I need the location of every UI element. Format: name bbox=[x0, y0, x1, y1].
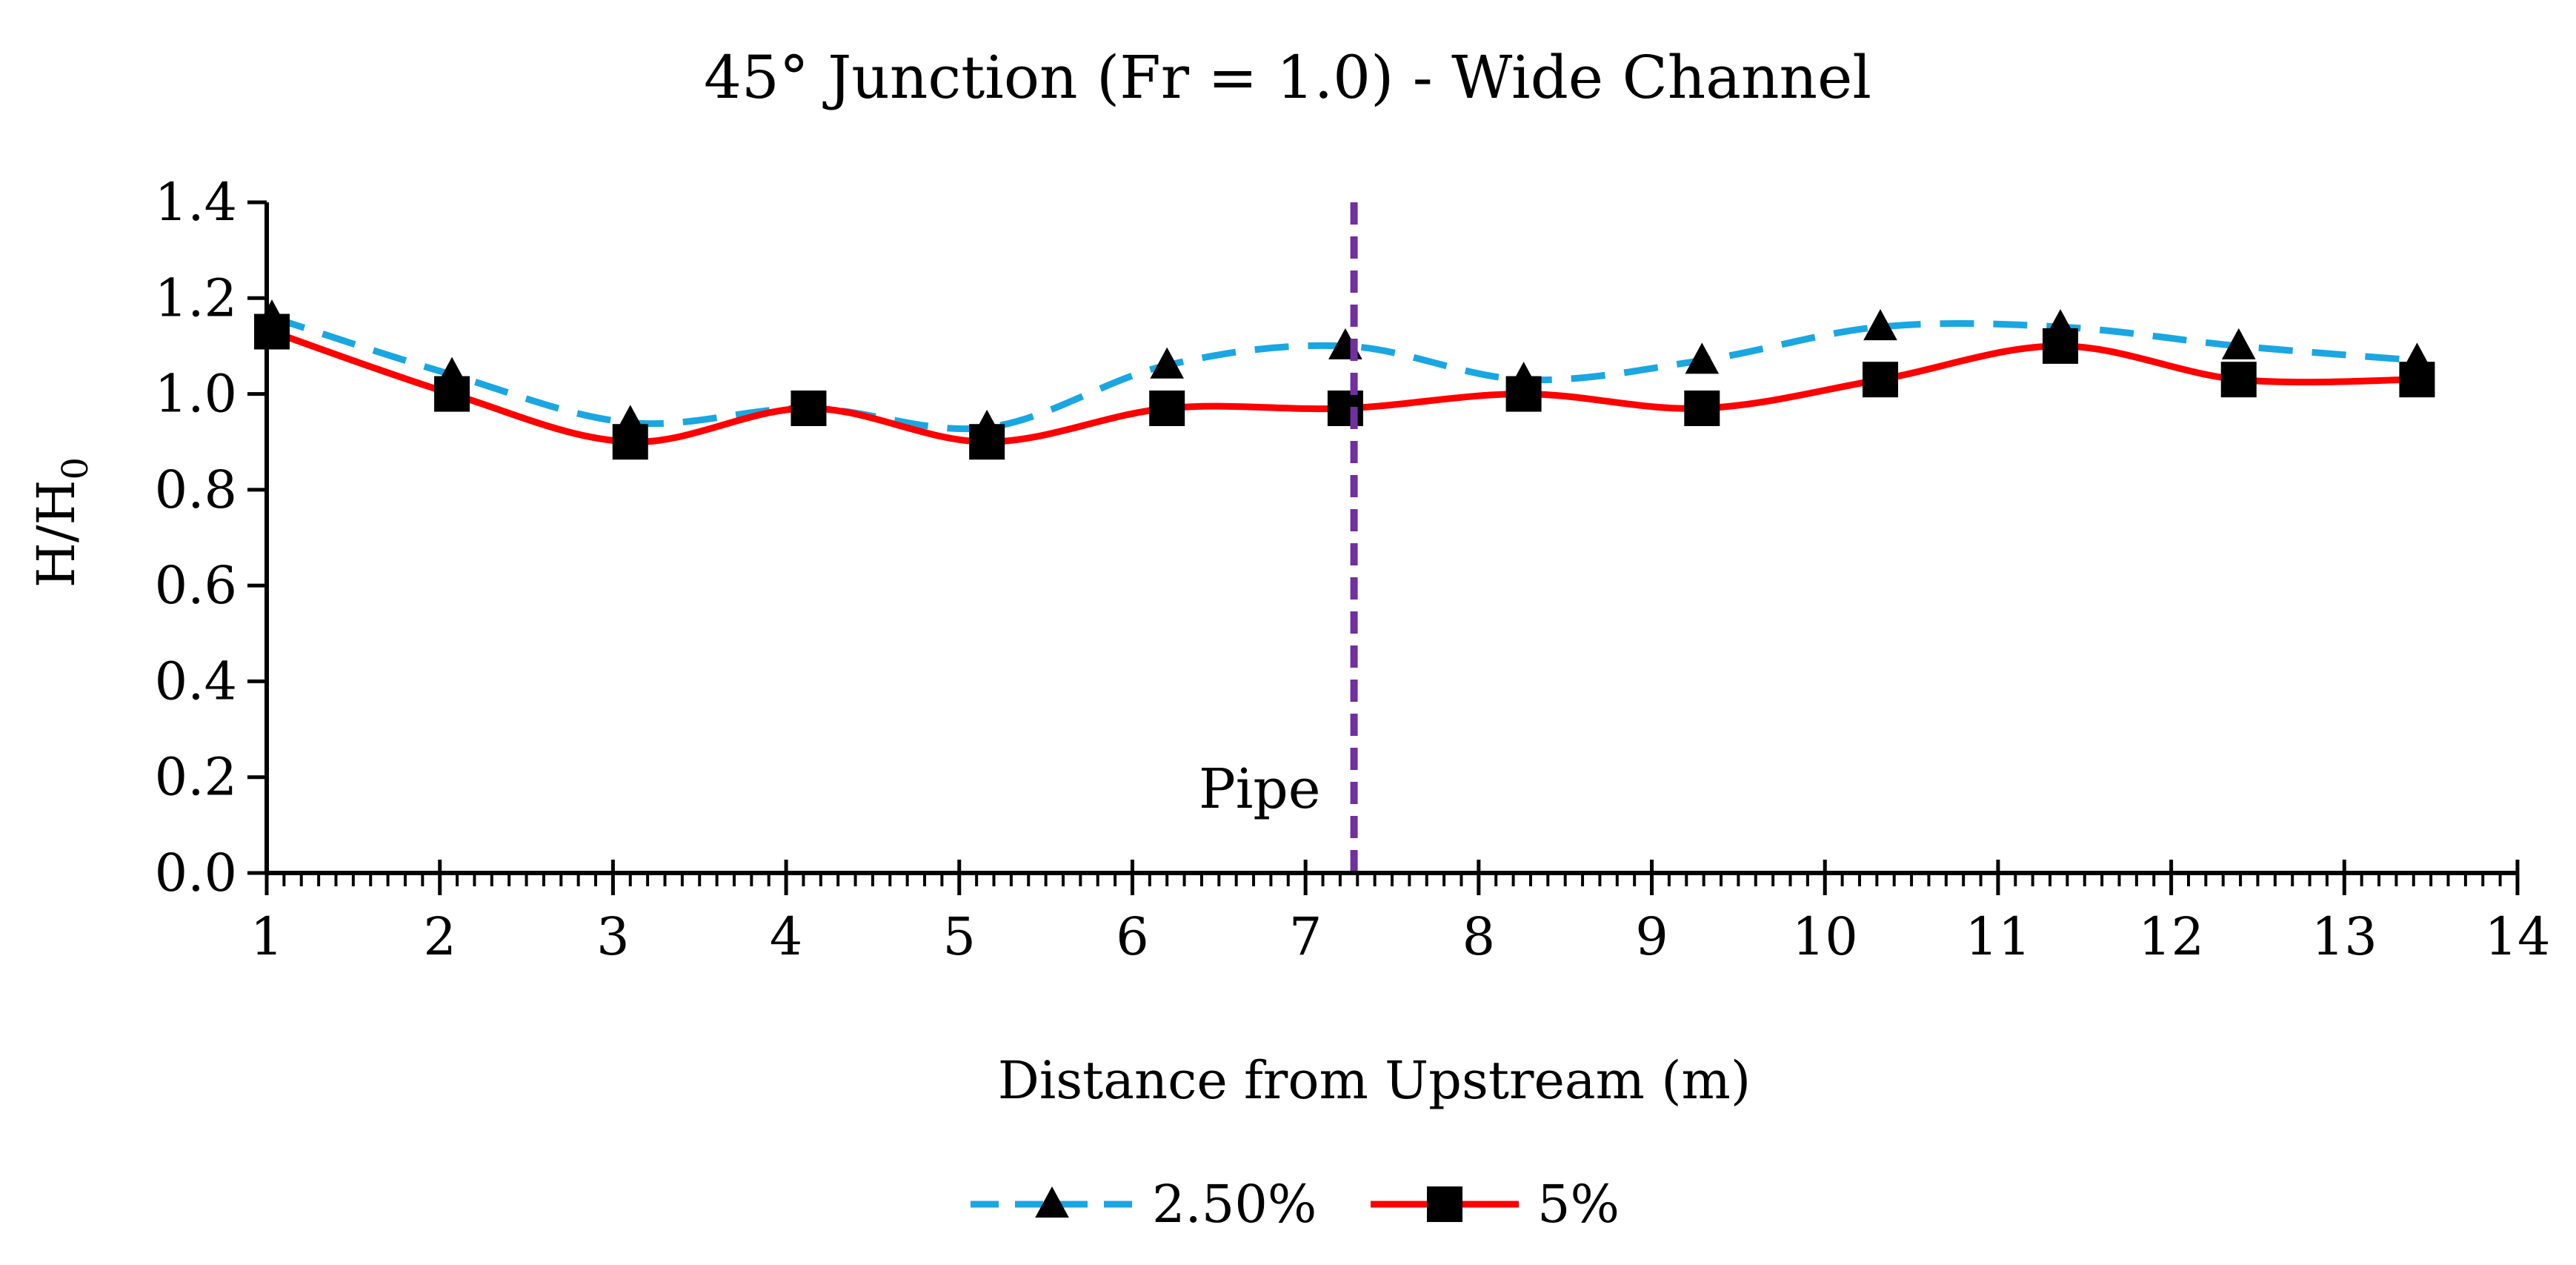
y-axis-title: H/H0 bbox=[26, 457, 96, 588]
data-point bbox=[791, 390, 827, 426]
y-tick-label: 0.4 bbox=[155, 651, 237, 711]
legend-label: 2.50% bbox=[1152, 1174, 1317, 1235]
data-point bbox=[1684, 390, 1720, 426]
data-point bbox=[969, 424, 1005, 460]
legend-label: 5% bbox=[1537, 1174, 1620, 1235]
x-tick-label: 2 bbox=[423, 906, 456, 967]
y-axis-title-group: H/H0 bbox=[26, 457, 96, 588]
data-point bbox=[1149, 390, 1185, 426]
y-tick-label: 1.0 bbox=[155, 364, 237, 425]
x-tick-label: 3 bbox=[596, 906, 630, 967]
legend-item-dashed-blue: 2.50% bbox=[971, 1174, 1317, 1235]
y-tick-label: 0.0 bbox=[155, 843, 237, 903]
x-tick-label: 4 bbox=[770, 906, 803, 967]
data-point bbox=[1327, 390, 1363, 426]
y-tick-label: 1.2 bbox=[155, 268, 237, 328]
data-point bbox=[1505, 376, 1542, 412]
series-solid-red bbox=[254, 313, 2435, 460]
x-tick-label: 11 bbox=[1965, 906, 2031, 967]
data-point bbox=[2399, 362, 2435, 398]
plot-area: Pipe bbox=[254, 202, 2435, 873]
y-axis-title-subscript: 0 bbox=[55, 457, 96, 480]
y-axis-title-main: H/H bbox=[26, 479, 87, 588]
data-point bbox=[1150, 347, 1184, 379]
legend-swatch-marker bbox=[1427, 1186, 1462, 1222]
legend: 2.50% 5% bbox=[971, 1174, 1620, 1235]
x-tick-label: 10 bbox=[1792, 906, 1858, 967]
x-tick-label: 1 bbox=[250, 906, 284, 967]
x-tick-label: 13 bbox=[2312, 906, 2377, 967]
data-point bbox=[254, 313, 290, 350]
data-point bbox=[1685, 342, 1720, 374]
data-point bbox=[2043, 328, 2079, 364]
legend-item-solid-red: 5% bbox=[1371, 1174, 1620, 1235]
x-tick-label: 12 bbox=[2138, 906, 2204, 967]
x-tick-label: 9 bbox=[1635, 906, 1668, 967]
y-tick-label: 0.2 bbox=[155, 747, 237, 808]
data-point bbox=[1863, 362, 1899, 398]
x-axis-title: Distance from Upstream (m) bbox=[998, 1050, 1751, 1111]
data-point bbox=[2220, 362, 2257, 398]
data-point bbox=[2221, 328, 2256, 359]
x-tick-label: 8 bbox=[1462, 906, 1496, 967]
data-point bbox=[1863, 309, 1897, 341]
x-tick-label: 14 bbox=[2484, 906, 2550, 967]
pipe-label: Pipe bbox=[1199, 757, 1321, 821]
data-point bbox=[434, 376, 470, 412]
data-point bbox=[612, 424, 648, 460]
x-tick-label: 7 bbox=[1289, 906, 1322, 967]
x-tick-label: 6 bbox=[1116, 906, 1149, 967]
chart-title: 45° Junction (Fr = 1.0) - Wide Channel bbox=[704, 43, 1871, 112]
y-tick-label: 1.4 bbox=[155, 172, 237, 233]
legend-swatch-marker bbox=[1035, 1186, 1069, 1218]
y-tick-label: 0.6 bbox=[155, 555, 237, 616]
axes: 0.00.20.40.60.81.01.21.41 2 3 4 5 6 7 8 9 10 11 12 1… bbox=[155, 172, 2551, 967]
y-tick-label: 0.8 bbox=[155, 459, 237, 520]
x-tick-label: 5 bbox=[942, 906, 976, 967]
